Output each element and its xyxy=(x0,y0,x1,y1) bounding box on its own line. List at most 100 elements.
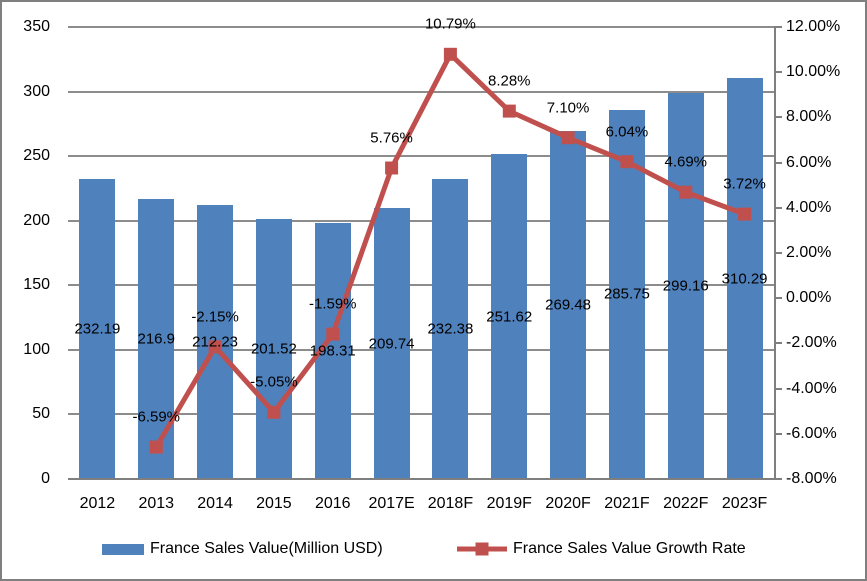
growth-value-label: -5.05% xyxy=(250,373,298,391)
right-axis-tick-label: 0.00% xyxy=(786,289,832,307)
bar-2022F xyxy=(667,92,704,479)
gridline xyxy=(68,90,774,93)
right-axis-tick-label: 4.00% xyxy=(786,198,832,216)
right-axis-tick-label: 8.00% xyxy=(786,108,832,126)
right-axis-tick xyxy=(774,71,782,74)
bar-2013 xyxy=(138,198,175,479)
category-label-2015: 2015 xyxy=(256,495,292,512)
legend-label-growth-rate: France Sales Value Growth Rate xyxy=(513,540,746,557)
category-label-2012: 2012 xyxy=(79,495,116,512)
left-axis-tick-label: 150 xyxy=(23,276,50,294)
gridline xyxy=(68,413,774,416)
gridline xyxy=(68,348,774,351)
bar-value-label: 209.74 xyxy=(368,335,415,353)
bar-2018F xyxy=(432,178,469,479)
category-label-2022F: 2022F xyxy=(663,495,709,512)
category-label-2018F: 2018F xyxy=(427,495,474,512)
right-axis-tick xyxy=(774,26,782,28)
legend-bar-swatch xyxy=(102,543,144,555)
growth-line-series xyxy=(149,47,752,454)
growth-value-label: 5.76% xyxy=(370,129,413,147)
category-label-2014: 2014 xyxy=(197,495,233,512)
left-axis-tick-label: 100 xyxy=(23,340,50,358)
right-axis-tick xyxy=(774,387,782,390)
line-square-marker xyxy=(738,207,752,221)
legend-line-marker-swatch xyxy=(457,542,507,556)
growth-value-label: 4.69% xyxy=(664,153,708,171)
right-axis-tick-label: -4.00% xyxy=(786,379,837,397)
line-square-marker xyxy=(561,131,575,145)
bar-value-label: 251.62 xyxy=(486,308,533,326)
gridline xyxy=(68,155,774,158)
bar-2020F xyxy=(550,130,587,479)
left-axis-tick-label: 350 xyxy=(23,18,50,35)
bar-value-label: 198.31 xyxy=(309,342,356,360)
right-axis-tick xyxy=(774,342,782,345)
line-square-marker xyxy=(385,161,399,175)
growth-value-label: 7.10% xyxy=(546,99,590,117)
bar-2017E xyxy=(373,208,410,479)
left-axis-tick-label: 250 xyxy=(23,147,50,165)
right-axis-tick-label: 12.00% xyxy=(786,18,841,35)
line-square-marker xyxy=(149,440,163,454)
line-square-marker xyxy=(208,340,222,354)
x-axis-line xyxy=(68,478,776,480)
bar-value-label: 212.23 xyxy=(192,333,239,351)
gridline xyxy=(68,26,774,28)
bar-value-label: 232.38 xyxy=(427,320,474,338)
bar-2023F xyxy=(726,78,763,479)
right-axis-tick-label: 6.00% xyxy=(786,153,832,171)
category-label-2013: 2013 xyxy=(138,495,175,512)
growth-line xyxy=(153,51,748,450)
bar-2021F xyxy=(608,109,645,479)
line-square-marker xyxy=(502,104,516,118)
right-axis-tick xyxy=(774,252,782,254)
growth-value-label: -6.59% xyxy=(132,408,181,426)
growth-value-label: 3.72% xyxy=(723,175,766,193)
line-square-marker xyxy=(679,185,693,199)
growth-value-label: 6.04% xyxy=(605,123,649,141)
growth-value-label: 10.79% xyxy=(424,15,476,33)
left-axis-tick-label: 0 xyxy=(41,470,50,487)
growth-value-label: 8.28% xyxy=(487,72,531,90)
bar-value-label: 285.75 xyxy=(603,285,650,303)
bar-2015 xyxy=(255,218,292,479)
category-label-2019F: 2019F xyxy=(486,495,532,512)
legend-label-sales-value: France Sales Value(Million USD) xyxy=(150,540,383,557)
category-label-2021F: 2021F xyxy=(604,495,650,512)
right-axis-tick xyxy=(774,206,782,209)
category-label-2023F: 2023F xyxy=(721,495,768,512)
bar-value-label: 269.48 xyxy=(545,296,592,314)
legend-square-marker-icon xyxy=(475,542,489,556)
category-label-2016: 2016 xyxy=(314,495,351,512)
right-axis-tick xyxy=(774,297,782,300)
right-axis-tick xyxy=(774,432,782,435)
bar-value-label: 216.9 xyxy=(137,330,176,348)
left-axis-tick-label: 200 xyxy=(23,211,50,229)
bar-value-label: 201.52 xyxy=(250,340,297,358)
gridline xyxy=(68,219,774,222)
right-axis-tick xyxy=(774,478,782,480)
legend-item-sales-value: France Sales Value(Million USD) xyxy=(102,538,383,560)
bar-2019F xyxy=(491,154,528,479)
right-axis-tick-label: 10.00% xyxy=(786,63,841,81)
gridline xyxy=(68,284,774,287)
growth-value-label: -1.59% xyxy=(308,295,357,313)
right-axis-tick-label: -6.00% xyxy=(786,424,837,442)
category-label-2017E: 2017E xyxy=(368,495,415,512)
right-axis-tick-label: 2.00% xyxy=(786,244,832,261)
left-axis-tick-label: 300 xyxy=(23,82,50,100)
right-axis-tick-label: -2.00% xyxy=(786,334,837,352)
line-square-marker xyxy=(326,327,340,341)
growth-value-label: -2.15% xyxy=(191,308,239,326)
bar-value-label: 232.19 xyxy=(74,320,121,338)
left-axis-tick-label: 50 xyxy=(32,405,50,423)
bar-value-label: 299.16 xyxy=(662,277,709,295)
bar-2012 xyxy=(79,179,116,479)
line-square-marker xyxy=(267,405,281,419)
legend-item-growth-rate: France Sales Value Growth Rate xyxy=(457,538,746,560)
line-square-marker xyxy=(443,47,457,61)
bar-value-label: 310.29 xyxy=(721,270,768,288)
right-axis-tick-label: -8.00% xyxy=(786,470,837,487)
